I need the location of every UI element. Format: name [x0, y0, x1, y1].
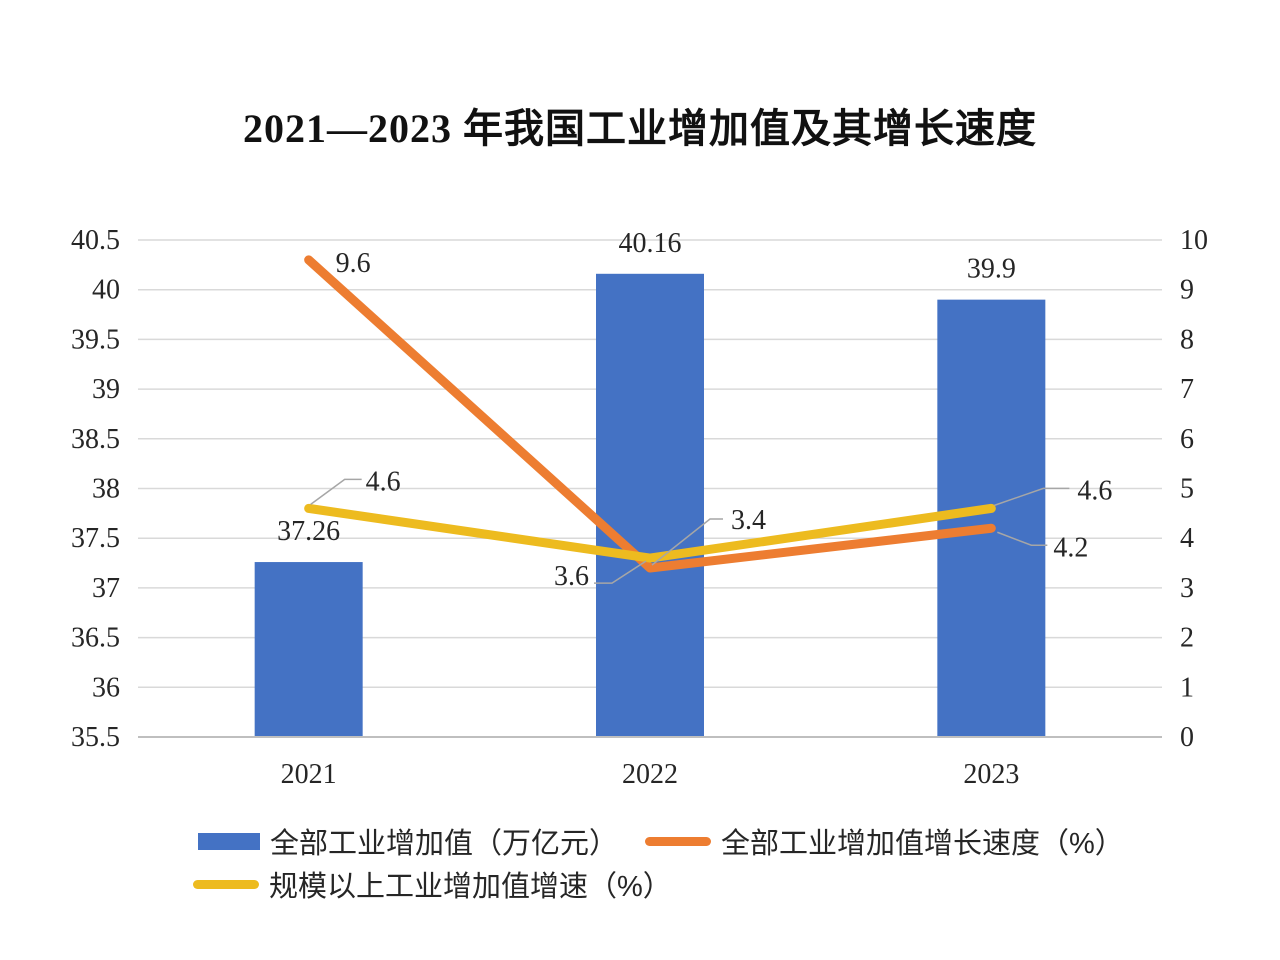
label-leader-line — [651, 518, 723, 566]
data-point-label: 3.4 — [731, 505, 766, 536]
bar-2021 — [254, 562, 363, 736]
legend-swatch-yellow-line-icon — [193, 879, 259, 889]
y-axis-right-tick-label: 0 — [1180, 722, 1194, 753]
growth-line-total-industry — [304, 255, 996, 573]
y-axis-right-tick-label: 1 — [1180, 672, 1194, 703]
legend-item-industrial-added-value: 全部工业增加值（万亿元） — [198, 820, 618, 862]
y-axis-right-tick-label: 8 — [1180, 324, 1194, 355]
x-axis-tick-label: 2022 — [622, 759, 678, 790]
legend-swatch-orange-line-icon — [645, 836, 711, 846]
y-axis-left-tick-label: 37 — [92, 573, 120, 604]
y-axis-left-tick-label: 38 — [92, 474, 120, 505]
label-leader-line — [994, 487, 1070, 507]
bar-2022 — [596, 273, 704, 736]
bar-value-label: 37.26 — [277, 516, 340, 547]
y-axis-right-tick-label: 2 — [1180, 623, 1194, 654]
chart-title: 2021—2023 年我国工业增加值及其增长速度 — [243, 106, 1037, 151]
y-axis-right-tick-label: 7 — [1180, 374, 1194, 405]
y-axis-right-tick-label: 4 — [1180, 523, 1194, 554]
legend-label-total-growth-rate: 全部工业增加值增长速度（%） — [721, 828, 1124, 860]
y-axis-right-tick-label: 6 — [1180, 424, 1194, 455]
y-axis-right-tick-label: 5 — [1180, 474, 1194, 505]
y-axis-left-tick-label: 40.5 — [71, 225, 120, 256]
y-axis-left-tick-label: 40 — [92, 275, 120, 306]
label-leader-line — [310, 478, 362, 505]
y-axis-left-tick-label: 36 — [92, 672, 120, 703]
data-point-label: 4.6 — [366, 466, 401, 497]
data-point-label: 4.2 — [1053, 532, 1088, 563]
legend-swatch-bar-icon — [198, 832, 260, 850]
x-axis-tick-label: 2023 — [963, 759, 1019, 790]
label-leader-line — [594, 560, 647, 584]
y-axis-left-tick-label: 36.5 — [71, 623, 120, 654]
data-point-label: 3.6 — [554, 561, 589, 592]
growth-line-above-scale — [304, 503, 996, 563]
y-axis-right-tick-label: 10 — [1180, 225, 1208, 256]
bar-value-label: 39.9 — [967, 254, 1016, 285]
data-point-label: 4.6 — [1077, 475, 1112, 506]
x-axis-tick-label: 2021 — [281, 759, 337, 790]
legend-item-total-growth-rate: 全部工业增加值增长速度（%） — [645, 820, 1124, 862]
y-axis-left-tick-label: 39 — [92, 374, 120, 405]
data-point-label: 9.6 — [336, 248, 371, 279]
y-axis-left-tick-label: 38.5 — [71, 424, 120, 455]
legend-label-above-scale-growth-rate: 规模以上工业增加值增速（%） — [269, 871, 672, 903]
y-axis-left-tick-label: 39.5 — [71, 324, 120, 355]
y-axis-left-tick-label: 35.5 — [71, 722, 120, 753]
y-axis-right-tick-label: 3 — [1180, 573, 1194, 604]
bar-value-label: 40.16 — [619, 228, 682, 259]
y-axis-right-tick-label: 9 — [1180, 275, 1194, 306]
label-leader-line — [997, 531, 1048, 547]
legend-item-above-scale-growth-rate: 规模以上工业增加值增速（%） — [193, 863, 672, 905]
legend-label-industrial-added-value: 全部工业增加值（万亿元） — [270, 828, 619, 860]
y-axis-left-tick-label: 37.5 — [71, 523, 120, 554]
